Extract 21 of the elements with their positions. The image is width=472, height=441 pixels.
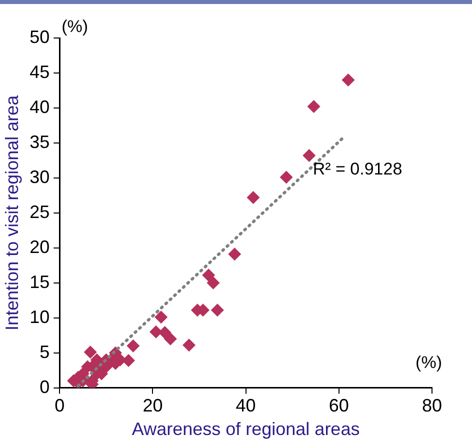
y-tick-label: 10 [30,306,50,327]
x-axis-title: Awareness of regional areas [132,419,360,440]
text: (%) [62,17,88,36]
x-tick-label: 80 [422,396,442,416]
y-tick-label: 45 [30,62,50,82]
x-tick-label: 40 [236,396,256,416]
y-tick-label: 40 [30,96,50,117]
y-axis-title: Intention to visit regional area [2,94,22,330]
annotation: (%) [416,352,442,372]
y-tick-label: 5 [40,342,50,362]
x-tick-label: 60 [328,396,349,416]
y-tick-label: 30 [30,166,50,187]
y-tick-label: 50 [30,26,50,47]
y-tick-label: 15 [30,272,50,292]
y-tick-label: 20 [30,236,50,257]
x-tick-label: 0 [54,396,65,416]
y-tick-label: 25 [30,202,50,222]
y-tick-label: 35 [30,132,50,152]
x-tick-label: 20 [142,396,163,416]
y-tick-label: 0 [40,376,50,397]
annotation: R² = 0.9128 [312,159,402,178]
